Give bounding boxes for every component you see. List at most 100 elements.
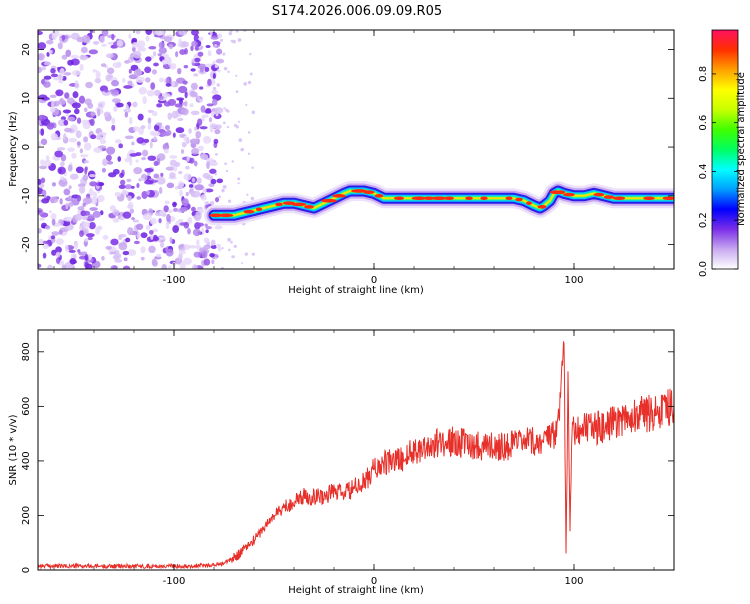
- noise-blob: [105, 53, 115, 59]
- noise-blob: [105, 74, 112, 82]
- noise-blob: [136, 40, 146, 48]
- ridge-hot-spot: [556, 190, 566, 194]
- noise-speck: [245, 103, 248, 106]
- noise-blob: [88, 221, 96, 230]
- snr-y-ticks: 0 200 400 600 800: [21, 342, 674, 573]
- noise-blob: [129, 208, 135, 214]
- noise-blob: [38, 238, 44, 245]
- noise-blob: [201, 250, 208, 259]
- noise-blob: [79, 230, 84, 238]
- ridge-hot-spot: [465, 196, 473, 201]
- snr-y-tick-label: 600: [21, 397, 32, 416]
- noise-blob: [102, 158, 108, 166]
- noise-blob: [110, 238, 119, 246]
- noise-blob: [184, 91, 188, 99]
- noise-speck: [227, 199, 232, 203]
- spectrogram-x-tick-label: -100: [163, 275, 186, 286]
- noise-blob: [133, 167, 143, 175]
- noise-speck: [222, 185, 227, 189]
- noise-blob: [106, 146, 116, 155]
- noise-blob: [135, 76, 145, 83]
- noise-speck: [214, 172, 218, 176]
- noise-blob: [124, 184, 133, 190]
- noise-speck: [221, 246, 224, 250]
- noise-blob: [72, 70, 82, 76]
- noise-speck: [231, 160, 235, 163]
- noise-blob: [118, 184, 126, 189]
- noise-blob: [101, 30, 109, 37]
- noise-blob: [178, 38, 182, 45]
- noise-blob: [202, 187, 207, 195]
- noise-blob: [102, 234, 109, 240]
- noise-blob: [60, 161, 65, 167]
- noise-blob: [71, 102, 81, 109]
- noise-blob: [76, 195, 82, 202]
- noise-blob: [202, 135, 212, 144]
- noise-blob: [64, 92, 70, 99]
- noise-blob: [155, 122, 163, 126]
- ridge-hot-spot: [363, 190, 375, 194]
- noise-blob: [49, 94, 57, 98]
- noise-blob: [111, 80, 119, 87]
- noise-blob: [38, 66, 43, 74]
- noise-blob: [74, 82, 80, 89]
- noise-blob: [124, 135, 134, 140]
- noise-blob: [38, 53, 45, 61]
- noise-blob: [197, 118, 203, 126]
- noise-blob: [40, 138, 48, 146]
- noise-blob: [136, 196, 142, 200]
- noise-blob: [139, 46, 147, 52]
- noise-blob: [79, 55, 89, 61]
- noise-blob: [193, 251, 201, 258]
- noise-blob: [116, 102, 124, 108]
- noise-blob: [178, 253, 183, 261]
- noise-blob: [165, 77, 170, 85]
- noise-blob: [80, 46, 88, 54]
- noise-blob: [179, 41, 189, 48]
- noise-blob: [200, 153, 209, 160]
- noise-blob: [80, 154, 89, 158]
- noise-blob: [214, 196, 220, 203]
- noise-blob: [101, 167, 106, 173]
- noise-speck: [247, 80, 252, 85]
- spectrogram-x-label: Height of straight line (km): [288, 285, 424, 296]
- noise-blob: [50, 73, 59, 78]
- noise-blob: [41, 96, 50, 101]
- noise-blob: [130, 64, 139, 71]
- noise-blob: [177, 181, 184, 189]
- noise-blob: [54, 150, 64, 158]
- noise-blob: [151, 111, 158, 117]
- noise-blob: [62, 109, 72, 114]
- noise-blob: [155, 253, 162, 258]
- noise-blob: [114, 191, 122, 197]
- noise-blob: [122, 78, 126, 83]
- noise-speck: [251, 166, 254, 170]
- ridge-hot-spot: [243, 209, 255, 214]
- noise-blob: [163, 36, 173, 43]
- noise-blob: [42, 243, 49, 250]
- noise-blob: [210, 244, 217, 250]
- noise-blob: [89, 207, 98, 211]
- noise-blob: [179, 206, 188, 212]
- noise-speck: [228, 248, 231, 252]
- noise-blob: [189, 103, 194, 108]
- figure-title: S174.2026.006.09.09.R05: [272, 4, 442, 19]
- noise-speck: [247, 131, 251, 134]
- noise-blob: [216, 178, 224, 184]
- noise-blob: [197, 145, 204, 152]
- noise-blob: [68, 195, 72, 201]
- noise-blob: [147, 123, 152, 131]
- noise-blob: [163, 205, 169, 213]
- noise-blob: [208, 116, 213, 123]
- spectrogram-x-ticks: -100 0 100: [53, 30, 655, 286]
- noise-speck: [227, 70, 230, 74]
- noise-blob: [199, 86, 204, 90]
- noise-speck: [249, 52, 252, 56]
- noise-blob: [71, 152, 77, 159]
- noise-blob: [74, 213, 83, 221]
- spectrogram-y-tick-label: 0: [21, 144, 32, 150]
- noise-blob: [127, 201, 134, 210]
- noise-blob: [38, 114, 47, 122]
- noise-blob: [81, 210, 91, 216]
